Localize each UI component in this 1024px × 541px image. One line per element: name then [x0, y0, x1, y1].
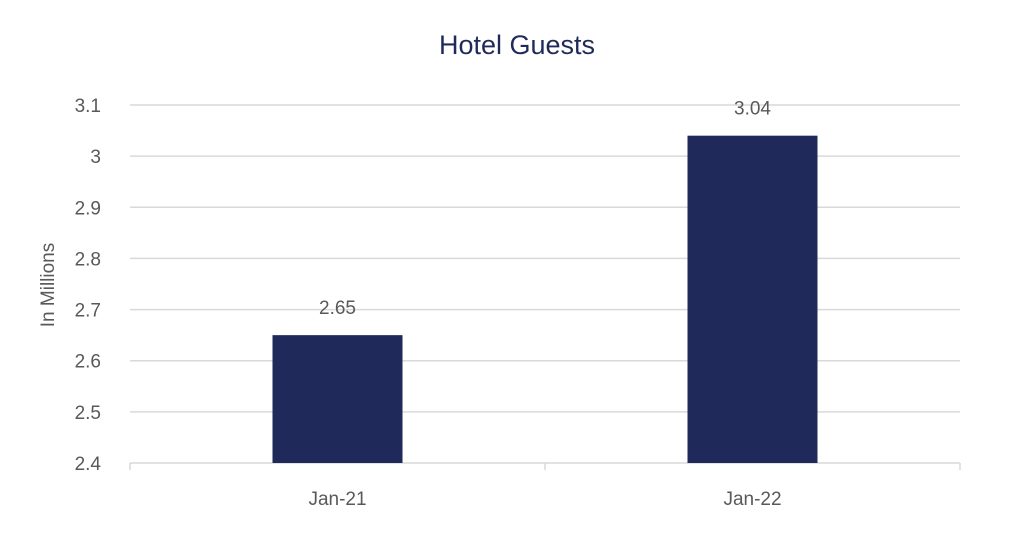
chart-title: Hotel Guests: [439, 30, 595, 60]
y-tick-label: 2.7: [75, 301, 101, 322]
gridlines: [130, 104, 960, 413]
y-tick-label: 2.9: [75, 198, 101, 219]
y-tick-label: 2.6: [75, 352, 101, 373]
labels: 2.4 2.5 2.6 2.7 2.8 2.9 3 3.1 2.65 Jan-21 3.04 Jan-…: [75, 96, 782, 510]
y-axis-title: In Millions: [38, 243, 59, 327]
x-tick-label: Jan-21: [308, 489, 366, 510]
y-tick-label: 2.8: [75, 249, 101, 270]
data-label: 3.04: [734, 99, 771, 120]
bar-jan-21: [272, 335, 403, 463]
y-tick-label: 3.1: [75, 96, 101, 117]
bars: [272, 135, 818, 463]
data-label: 2.65: [319, 298, 356, 319]
y-tick-label: 2.4: [75, 454, 102, 475]
x-tick-label: Jan-22: [723, 489, 781, 510]
y-tick-label: 2.5: [75, 403, 101, 424]
x-axis: [129, 462, 961, 470]
bar-jan-22: [687, 135, 818, 463]
y-tick-label: 3: [90, 147, 101, 168]
